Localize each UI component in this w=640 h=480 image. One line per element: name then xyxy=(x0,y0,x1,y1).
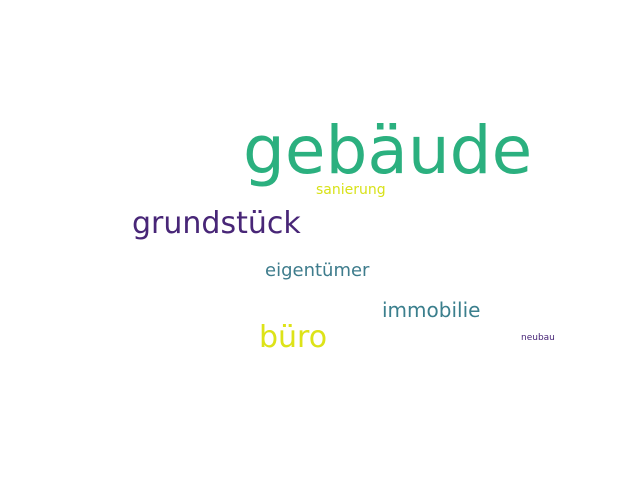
word-grundstueck: grundstück xyxy=(132,206,301,241)
word-buero: büro xyxy=(259,320,328,355)
word-sanierung: sanierung xyxy=(316,182,386,198)
word-immobilie: immobilie xyxy=(382,298,481,322)
word-neubau: neubau xyxy=(521,333,555,343)
word-eigentuemer: eigentümer xyxy=(265,260,370,281)
word-gebaeude: gebäude xyxy=(243,112,533,189)
